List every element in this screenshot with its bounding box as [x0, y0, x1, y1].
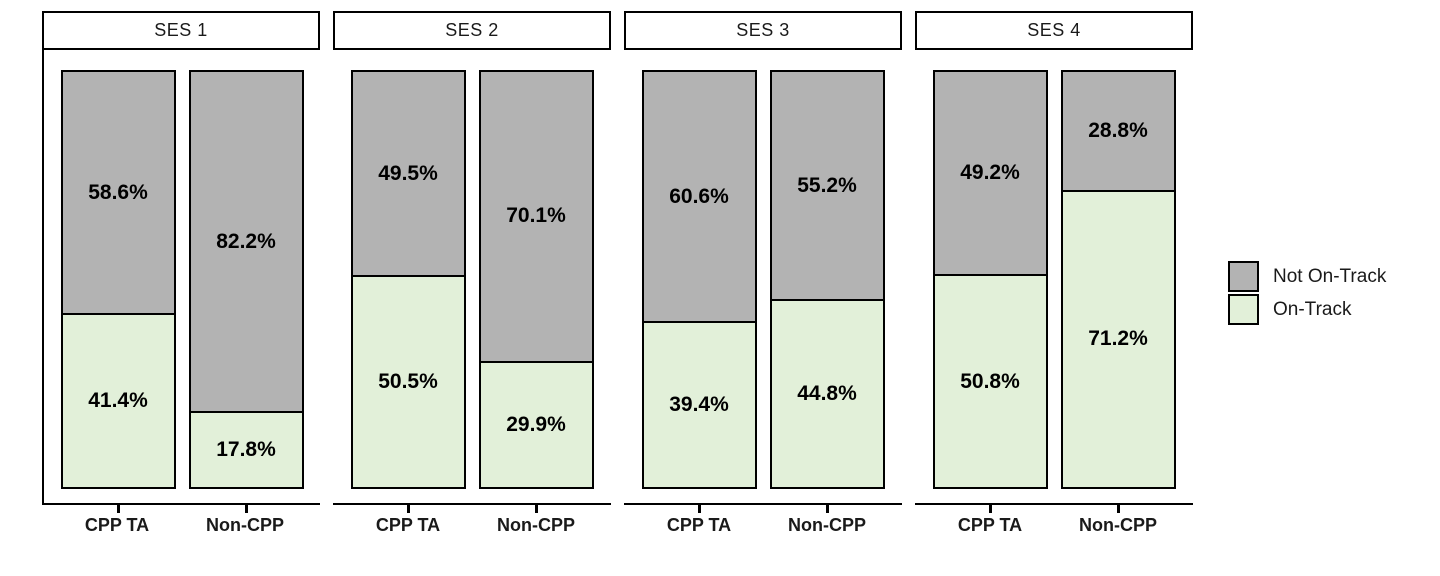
on-track-segment: 50.8% — [934, 276, 1046, 487]
segment-value-label: 70.1% — [506, 204, 566, 228]
on-track-segment: 71.2% — [1062, 191, 1174, 487]
x-axis-tick — [407, 505, 410, 513]
segment-value-label: 58.6% — [88, 180, 148, 204]
x-axis-label-cpp-ta: CPP TA — [957, 515, 1023, 535]
on-track-segment: 39.4% — [643, 323, 755, 487]
on-track-segment: 50.5% — [352, 277, 464, 487]
x-axis-label-non-cpp: Non-CPP — [788, 515, 866, 535]
facet-strip: SES 2 — [333, 11, 611, 50]
segment-value-label: 17.8% — [216, 438, 276, 462]
x-axis-label-non-cpp: Non-CPP — [1079, 515, 1157, 535]
segment-value-label: 82.2% — [216, 229, 276, 253]
x-axis-label-cpp-ta: CPP TA — [375, 515, 441, 535]
facet-strip-label: SES 2 — [445, 20, 499, 40]
x-axis-tick — [698, 505, 701, 513]
not-on-track-segment: 55.2% — [771, 72, 883, 302]
facet-panel: 58.6% 41.4% 82.2% 17.8% — [42, 50, 320, 513]
facet-strip: SES 4 — [915, 11, 1193, 50]
facet-strip-label: SES 1 — [154, 20, 208, 40]
on-track-segment: 44.8% — [771, 301, 883, 487]
x-axis-label-cpp-ta: CPP TA — [666, 515, 732, 535]
not-on-track-segment: 28.8% — [1062, 72, 1174, 192]
legend-item-not-on-track: Not On-Track — [1228, 260, 1386, 293]
segment-value-label: 28.8% — [1088, 118, 1148, 142]
segment-value-label: 39.4% — [669, 393, 729, 417]
not-on-track-segment: 60.6% — [643, 72, 755, 324]
segment-value-label: 50.8% — [960, 369, 1020, 393]
segment-value-label: 44.8% — [797, 382, 857, 406]
facet-panel: 60.6% 39.4% 55.2% 44.8% — [624, 50, 902, 513]
facet-strip: SES 3 — [624, 11, 902, 50]
bar-cpp-ta: 60.6% 39.4% — [641, 70, 757, 489]
segment-value-label: 49.2% — [960, 161, 1020, 185]
x-axis-tick — [117, 505, 120, 513]
x-axis-tick — [535, 505, 538, 513]
bar-non-cpp: 82.2% 17.8% — [188, 70, 304, 489]
facet-ses-4: SES 4 49.2% 50.8% 28.8% 71.2% — [915, 11, 1193, 545]
segment-value-label: 50.5% — [378, 370, 438, 394]
legend-label: Not On-Track — [1273, 265, 1387, 287]
facet-strip-label: SES 3 — [736, 20, 790, 40]
not-on-track-segment: 70.1% — [480, 72, 592, 363]
x-axis-labels: CPP TA Non-CPP — [624, 505, 902, 545]
facet-panel: 49.2% 50.8% 28.8% 71.2% — [915, 50, 1193, 513]
bar-cpp-ta: 58.6% 41.4% — [60, 70, 176, 489]
not-on-track-segment: 49.5% — [352, 72, 464, 278]
bar-non-cpp: 70.1% 29.9% — [478, 70, 594, 489]
facet-strip-label: SES 4 — [1027, 20, 1081, 40]
x-axis-label-non-cpp: Non-CPP — [206, 515, 284, 535]
segment-value-label: 41.4% — [88, 389, 148, 413]
bar-non-cpp: 55.2% 44.8% — [769, 70, 885, 489]
on-track-segment: 17.8% — [190, 413, 302, 487]
segment-value-label: 55.2% — [797, 173, 857, 197]
x-axis-labels: CPP TA Non-CPP — [42, 505, 320, 545]
segment-value-label: 71.2% — [1088, 327, 1148, 351]
x-axis-tick — [989, 505, 992, 513]
on-track-segment: 41.4% — [62, 315, 174, 487]
x-axis-tick — [826, 505, 829, 513]
not-on-track-segment: 58.6% — [62, 72, 174, 316]
facet-row: SES 1 58.6% 41.4% 82.2% 17.8% — [42, 11, 1193, 545]
legend-label: On-Track — [1273, 298, 1352, 320]
facet-ses-2: SES 2 49.5% 50.5% 70.1% 29.9% — [333, 11, 611, 545]
not-on-track-segment: 49.2% — [934, 72, 1046, 277]
segment-value-label: 49.5% — [378, 161, 438, 185]
facet-ses-3: SES 3 60.6% 39.4% 55.2% 44.8% — [624, 11, 902, 545]
bar-cpp-ta: 49.5% 50.5% — [350, 70, 466, 489]
legend-item-on-track: On-Track — [1228, 293, 1386, 326]
facet-ses-1: SES 1 58.6% 41.4% 82.2% 17.8% — [42, 11, 320, 545]
not-on-track-segment: 82.2% — [190, 72, 302, 414]
on-track-swatch-icon — [1228, 294, 1259, 325]
bar-non-cpp: 28.8% 71.2% — [1060, 70, 1176, 489]
x-axis-labels: CPP TA Non-CPP — [915, 505, 1193, 545]
facet-panel: 49.5% 50.5% 70.1% 29.9% — [333, 50, 611, 513]
facet-strip: SES 1 — [42, 11, 320, 50]
x-axis-labels: CPP TA Non-CPP — [333, 505, 611, 545]
x-axis-label-cpp-ta: CPP TA — [84, 515, 150, 535]
bar-cpp-ta: 49.2% 50.8% — [932, 70, 1048, 489]
segment-value-label: 60.6% — [669, 184, 729, 208]
not-on-track-swatch-icon — [1228, 261, 1259, 292]
legend: Not On-Track On-Track — [1228, 260, 1386, 326]
x-axis-tick — [245, 505, 248, 513]
x-axis-label-non-cpp: Non-CPP — [497, 515, 575, 535]
on-track-segment: 29.9% — [480, 362, 592, 487]
x-axis-tick — [1117, 505, 1120, 513]
segment-value-label: 29.9% — [506, 412, 566, 436]
